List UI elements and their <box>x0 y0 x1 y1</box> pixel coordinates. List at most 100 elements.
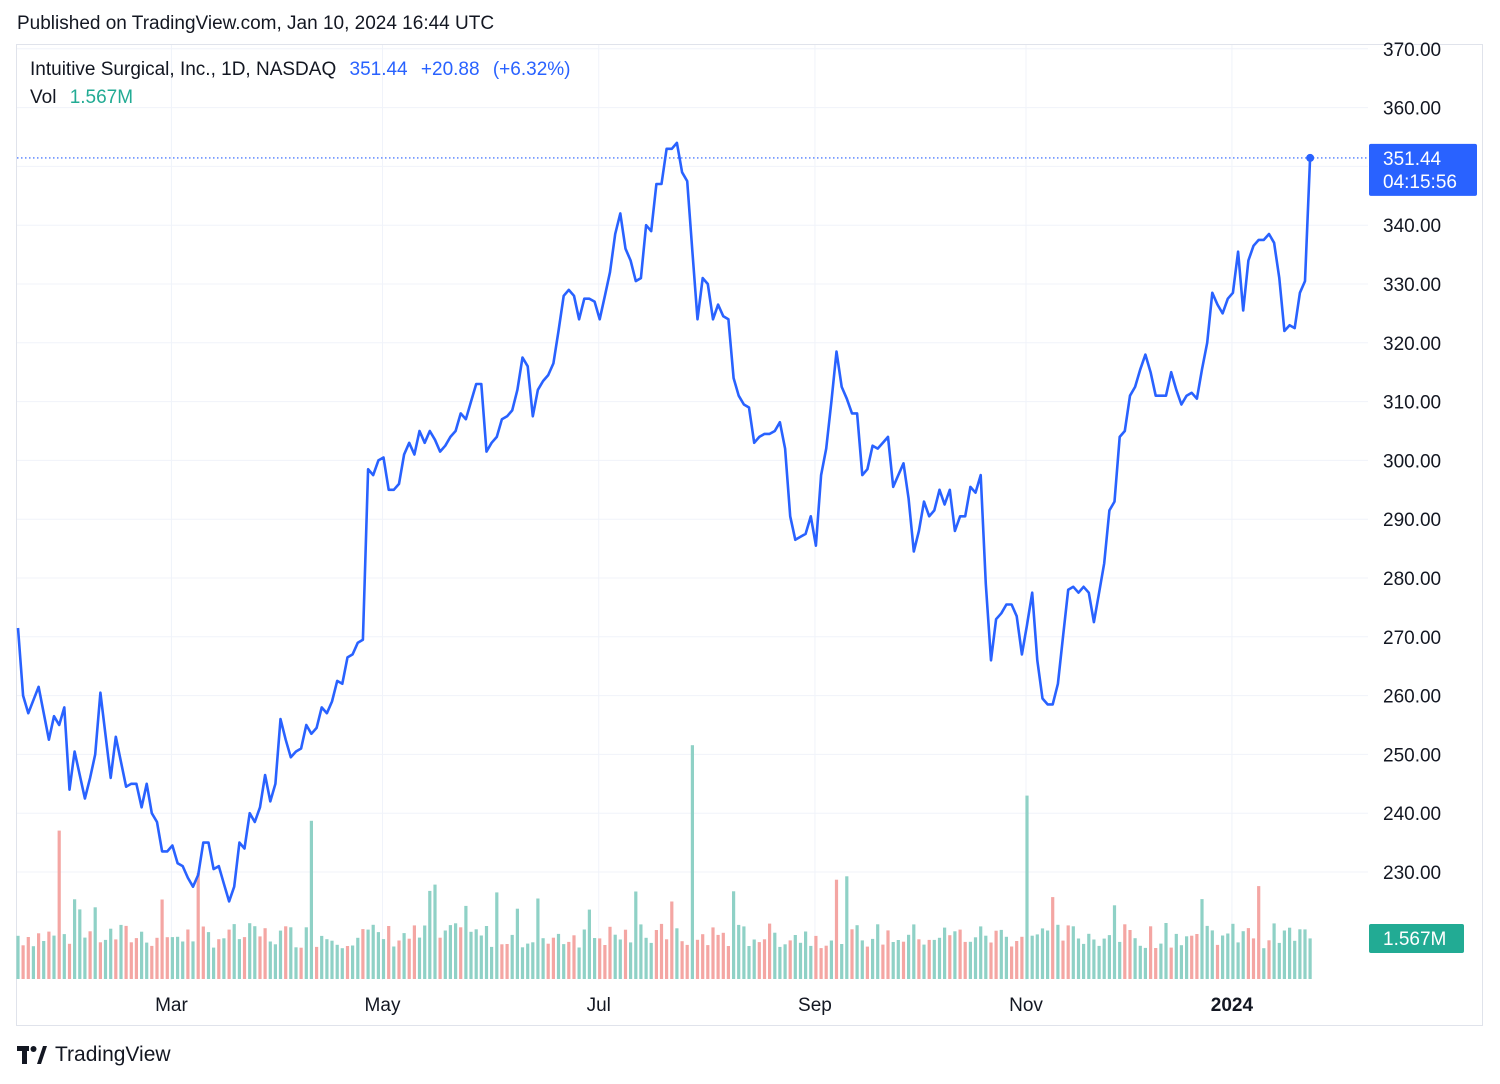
volume-bar <box>716 934 720 979</box>
volume-bar <box>278 930 283 979</box>
volume-bar <box>1159 943 1163 979</box>
volume-bar <box>196 873 200 979</box>
volume-bar <box>330 940 334 979</box>
volume-bar <box>222 938 226 979</box>
volume-bar <box>1298 929 1302 979</box>
volume-bar <box>891 942 895 979</box>
volume-bar <box>412 925 416 979</box>
volume-bar <box>937 937 942 979</box>
volume-bar <box>299 947 303 979</box>
volume-bar <box>1154 948 1158 979</box>
volume-bar <box>520 947 525 979</box>
volume-bar <box>541 938 545 979</box>
volume-bar <box>968 941 972 979</box>
volume-bar <box>886 930 890 979</box>
volume-bar <box>392 946 396 979</box>
volume-bar <box>515 908 519 979</box>
volume-bars <box>16 745 1312 979</box>
volume-bar <box>1128 930 1132 979</box>
volume-bar <box>1251 938 1256 979</box>
volume-bar <box>495 892 499 979</box>
volume-bar <box>768 923 772 979</box>
volume-bar <box>1205 925 1209 979</box>
volume-bar <box>840 944 844 979</box>
volume-bar <box>871 938 875 979</box>
volume-bar <box>366 929 370 979</box>
volume-bar <box>31 946 35 979</box>
y-tick-label: 250.00 <box>1383 745 1441 766</box>
volume-bar <box>1308 938 1312 979</box>
volume-bar <box>150 945 154 979</box>
volume-bar <box>701 934 705 979</box>
volume-bar <box>37 933 41 979</box>
volume-bar <box>351 945 355 979</box>
volume-bar <box>454 923 458 979</box>
volume-bar <box>376 932 380 979</box>
volume-bar <box>304 927 308 979</box>
volume-bar <box>433 884 437 979</box>
volume-bar <box>623 929 628 979</box>
volume-bar <box>83 937 87 979</box>
volume-bar <box>1102 938 1106 979</box>
volume-bar <box>824 945 828 979</box>
volume-bar <box>356 937 360 979</box>
legend-change: +20.88 <box>420 59 480 80</box>
volume-bar <box>567 941 571 979</box>
volume-bar <box>896 940 900 979</box>
volume-bar <box>546 943 550 979</box>
volume-bar <box>237 939 241 979</box>
volume-bar <box>1143 947 1147 979</box>
volume-bar <box>721 932 725 979</box>
volume-bar <box>1061 940 1065 979</box>
volume-bar <box>819 948 823 979</box>
volume-bar <box>428 890 432 979</box>
volume-bar <box>845 876 849 979</box>
volume-bar <box>1231 923 1235 979</box>
y-tick-label: 290.00 <box>1383 510 1441 531</box>
volume-bar <box>834 879 839 979</box>
volume-bar <box>160 899 164 979</box>
volume-bar <box>1097 945 1101 979</box>
x-axis-ticks: Mar May Jul Sep Nov 2024 <box>155 995 1253 1016</box>
volume-bar <box>963 941 967 979</box>
volume-bar <box>1076 938 1081 979</box>
volume-bar <box>263 928 267 979</box>
volume-bar <box>320 935 324 979</box>
volume-bar <box>690 745 694 979</box>
volume-bar <box>1221 935 1225 979</box>
legend-volume-row: Vol 1.567M <box>30 87 141 109</box>
volume-bar <box>912 924 916 979</box>
volume-bar <box>340 948 344 979</box>
volume-bar <box>556 933 561 979</box>
volume-bar <box>1169 947 1173 979</box>
volume-bar <box>402 933 406 979</box>
volume-bar <box>1257 886 1261 979</box>
tradingview-brand[interactable]: TradingView <box>17 1043 171 1067</box>
volume-bar <box>932 939 936 979</box>
volume-bar <box>711 927 715 979</box>
volume-bar <box>665 939 669 979</box>
volume-bar <box>907 934 911 979</box>
volume-bar <box>1190 935 1194 979</box>
volume-bar <box>629 942 633 979</box>
price-series-line <box>16 141 1312 903</box>
volume-bar <box>634 891 638 979</box>
y-tick-label: 270.00 <box>1383 628 1441 649</box>
volume-bar <box>582 929 586 979</box>
volume-bar <box>973 937 978 979</box>
volume-bar <box>639 924 643 979</box>
volume-bar <box>881 944 885 979</box>
volume-bar <box>603 945 607 979</box>
volume-bar <box>706 945 710 979</box>
volume-bar <box>335 944 339 979</box>
y-tick-label: 230.00 <box>1383 863 1441 884</box>
volume-bar <box>948 935 952 979</box>
volume-bar <box>62 934 66 979</box>
volume-bar <box>943 927 947 979</box>
volume-bar <box>294 947 298 979</box>
volume-bar <box>958 929 962 979</box>
volume-bar <box>984 935 988 979</box>
volume-bar <box>387 926 391 979</box>
volume-bar <box>212 947 216 979</box>
